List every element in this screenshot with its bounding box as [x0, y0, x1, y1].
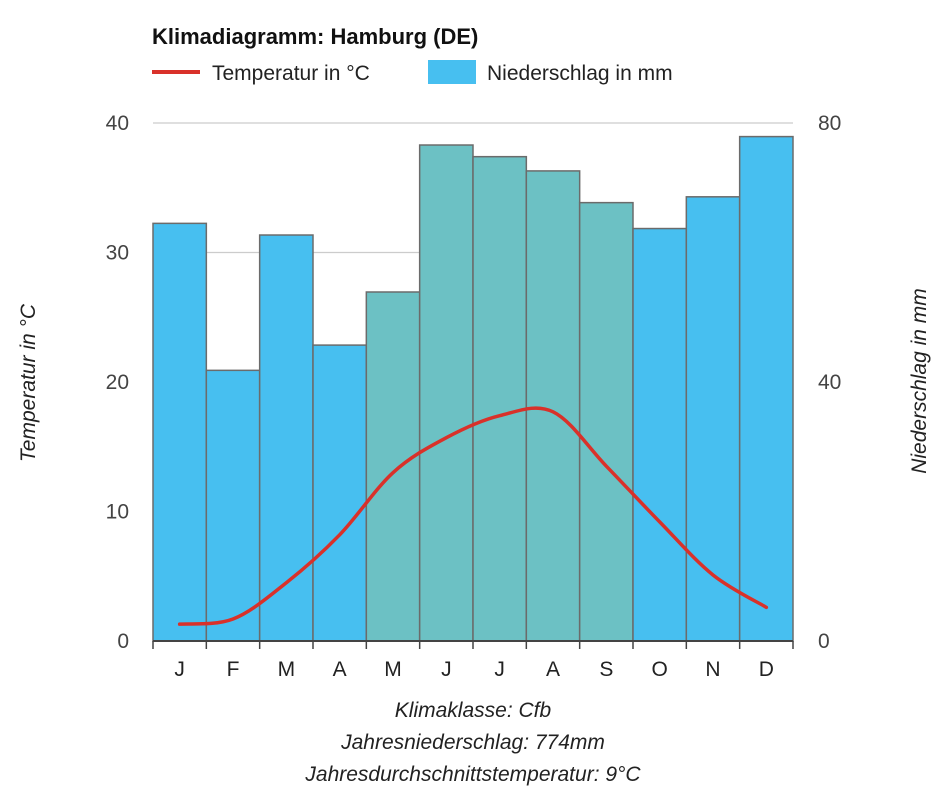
- precipitation-bar: [472, 155, 528, 642]
- left-tick-label: 0: [117, 630, 129, 653]
- precipitation-bar: [578, 201, 634, 642]
- precipitation-bar: [365, 291, 421, 642]
- temperature-line: [177, 406, 769, 626]
- precipitation-bar: [258, 234, 314, 642]
- left-tick-label: 40: [106, 112, 129, 135]
- right-axis-title: Niederschlag in mm: [908, 288, 931, 474]
- precipitation-bar: [152, 222, 208, 642]
- precipitation-bar: [418, 144, 474, 642]
- month-label: S: [599, 658, 613, 681]
- legend-temperature-label: Temperatur in °C: [212, 62, 370, 85]
- left-axis-ticks: 0 10 20 30 40: [106, 112, 129, 653]
- month-label: J: [174, 658, 185, 681]
- month-label: D: [759, 658, 774, 681]
- right-axis-ticks: 0 40 80: [818, 112, 841, 653]
- month-label: O: [651, 658, 667, 681]
- legend: Temperatur in °C Niederschlag in mm: [152, 60, 673, 85]
- left-tick-label: 20: [106, 371, 129, 394]
- precipitation-bar: [205, 369, 261, 642]
- precipitation-bar: [738, 135, 794, 642]
- month-label: M: [278, 658, 296, 681]
- left-tick-label: 10: [106, 501, 129, 524]
- precipitation-bar: [685, 196, 741, 642]
- precipitation-bars: [152, 135, 794, 642]
- month-label: M: [384, 658, 402, 681]
- month-label: J: [494, 658, 505, 681]
- right-tick-label: 0: [818, 630, 830, 653]
- footer-annual-temperature: Jahresdurchschnittstemperatur: 9°C: [304, 763, 641, 786]
- footer-annual-precipitation: Jahresniederschlag: 774mm: [340, 731, 605, 754]
- temperature-line-layer: [177, 406, 769, 626]
- right-tick-label: 40: [818, 371, 841, 394]
- chart-title: Klimadiagramm: Hamburg (DE): [152, 24, 478, 49]
- footer-climate-class: Klimaklasse: Cfb: [395, 699, 552, 722]
- right-tick-label: 80: [818, 112, 841, 135]
- month-label: N: [705, 658, 720, 681]
- legend-precipitation-label: Niederschlag in mm: [487, 62, 673, 85]
- precipitation-bar: [632, 227, 688, 642]
- month-label: A: [546, 658, 560, 681]
- precipitation-bar: [525, 170, 581, 642]
- month-label: A: [333, 658, 347, 681]
- month-label: F: [227, 658, 240, 681]
- legend-precipitation-swatch: [428, 60, 476, 84]
- precipitation-bar: [312, 344, 368, 642]
- left-axis-title: Temperatur in °C: [17, 303, 40, 462]
- left-tick-label: 30: [106, 242, 129, 265]
- axes: [152, 640, 794, 649]
- month-label: J: [441, 658, 452, 681]
